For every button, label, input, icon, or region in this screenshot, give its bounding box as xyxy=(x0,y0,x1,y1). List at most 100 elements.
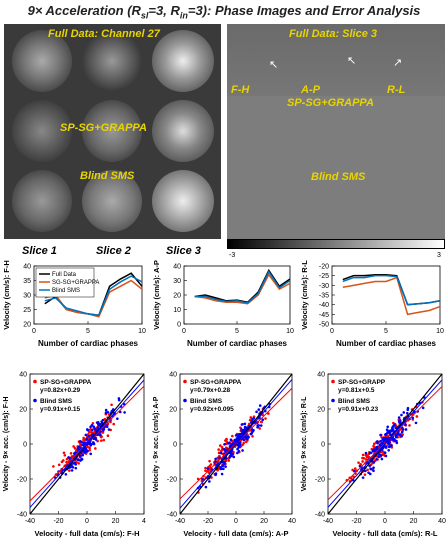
scatter-point xyxy=(223,443,226,446)
arrow-icon: ↖ xyxy=(269,59,279,71)
scatter-point xyxy=(368,472,372,476)
x-axis-label: Velocity - full data (cm/s): F-H xyxy=(34,529,139,538)
scatter-point xyxy=(353,469,356,473)
scatter-point xyxy=(101,431,105,434)
scatter-point xyxy=(204,466,207,470)
scatter-point xyxy=(204,469,207,473)
scatter-point xyxy=(382,439,386,443)
fit-equation: y=0.91x+0.23 xyxy=(338,406,379,413)
x-tick-label: -20 xyxy=(203,518,213,525)
y-tick-label: 25 xyxy=(23,307,31,314)
difference-image-grid: Full Data: Slice 3 F-H A-P R-L SP-SG+GRA… xyxy=(227,24,445,239)
scatter-point xyxy=(384,446,388,449)
scatter-point xyxy=(109,420,112,424)
scatter-point xyxy=(92,442,95,445)
scatter-point xyxy=(224,465,227,468)
scatter-point xyxy=(250,432,254,435)
scatter-point xyxy=(73,447,77,450)
scatter-point xyxy=(372,469,375,473)
scatter-point xyxy=(226,448,229,451)
scatter-point xyxy=(94,438,98,441)
scatter-point xyxy=(394,426,398,430)
x-tick-label: 20 xyxy=(112,518,120,525)
y-tick-label: -20 xyxy=(167,477,177,484)
scatter-point xyxy=(224,449,227,452)
y-axis-label: Velocity (cm/s): F-H xyxy=(2,260,11,330)
scatter-point xyxy=(368,464,371,468)
series-line xyxy=(44,275,143,317)
fit-equation: y=0.81x+0.5 xyxy=(338,387,375,394)
scatter-point xyxy=(74,463,77,466)
scatter-point xyxy=(83,450,87,454)
phase-image-grid: Full Data: Channel 27 SP-SG+GRAPPA Blind… xyxy=(4,24,221,239)
scatter-point xyxy=(366,468,369,472)
scatter-point xyxy=(105,411,108,414)
scatter-point xyxy=(240,423,244,426)
scatter-point xyxy=(364,469,367,473)
y-tick-label: 0 xyxy=(23,442,27,449)
scatter-point xyxy=(206,467,210,470)
scatter-point xyxy=(255,410,258,414)
scatter-point xyxy=(96,439,99,443)
x-tick-label: 4 xyxy=(142,518,146,525)
x-tick-label: -40 xyxy=(175,518,185,525)
legend-marker xyxy=(331,379,335,384)
y-tick-label: 20 xyxy=(19,407,27,414)
scatter-point xyxy=(415,415,419,418)
slice-label-1: Slice 1 xyxy=(22,245,57,257)
scatter-point xyxy=(227,442,231,445)
x-tick-label: 5 xyxy=(235,328,239,335)
legend-label: Full Data xyxy=(52,272,77,278)
legend-marker xyxy=(33,398,37,403)
x-tick-label: 5 xyxy=(384,328,388,335)
series-line xyxy=(194,270,291,304)
scatter-point xyxy=(238,432,242,436)
scatter-point xyxy=(222,467,225,471)
series-line xyxy=(342,276,441,316)
x-tick-label: 20 xyxy=(410,518,418,525)
scatter-point xyxy=(74,466,78,470)
scatter-point xyxy=(102,438,106,442)
scatter-point xyxy=(112,422,116,426)
scatter-point xyxy=(72,452,76,455)
scatter-point xyxy=(379,433,382,437)
x-tick-label: 0 xyxy=(182,328,186,335)
scatter-point xyxy=(387,442,390,446)
scatter-point xyxy=(361,476,365,479)
x-tick-label: 40 xyxy=(288,518,296,525)
scatter-point xyxy=(258,427,262,430)
fit-line xyxy=(29,379,145,508)
x-tick-label: 5 xyxy=(86,328,90,335)
scatter-point xyxy=(99,433,102,437)
x-axis-label: Number of cardiac phases xyxy=(187,339,288,348)
y-tick-label: -35 xyxy=(319,293,329,300)
scatter-point xyxy=(372,466,375,469)
scatter-point xyxy=(71,465,75,469)
legend-label: SP-SG+GRAPP xyxy=(338,379,386,386)
legend-marker xyxy=(331,398,335,403)
x-tick-label: -40 xyxy=(25,518,35,525)
scatter-point xyxy=(372,442,376,446)
scatter-point xyxy=(386,425,390,429)
scatter-point xyxy=(81,453,85,457)
scatter-point xyxy=(88,446,91,449)
scatter-point xyxy=(217,451,221,455)
scatter-point xyxy=(67,456,70,459)
scatter-point xyxy=(257,424,261,427)
scatter-point xyxy=(377,455,381,459)
scatter-point xyxy=(252,417,256,420)
scatter-point xyxy=(362,457,366,460)
scatter-point xyxy=(65,457,69,461)
scatter-point xyxy=(91,428,94,432)
scatter-point xyxy=(404,428,408,431)
scatter-point xyxy=(388,439,391,443)
legend-label: SP-SG+GRAPPA xyxy=(190,379,242,386)
scatter-point xyxy=(94,447,97,450)
scatter-point xyxy=(216,456,220,460)
x-axis-label: Velocity - full data (cm/s): R-L xyxy=(332,529,437,538)
x-tick-label: -20 xyxy=(53,518,63,525)
x-tick-label: 0 xyxy=(32,328,36,335)
scatter-point xyxy=(421,406,425,410)
scatter-point xyxy=(218,444,222,447)
